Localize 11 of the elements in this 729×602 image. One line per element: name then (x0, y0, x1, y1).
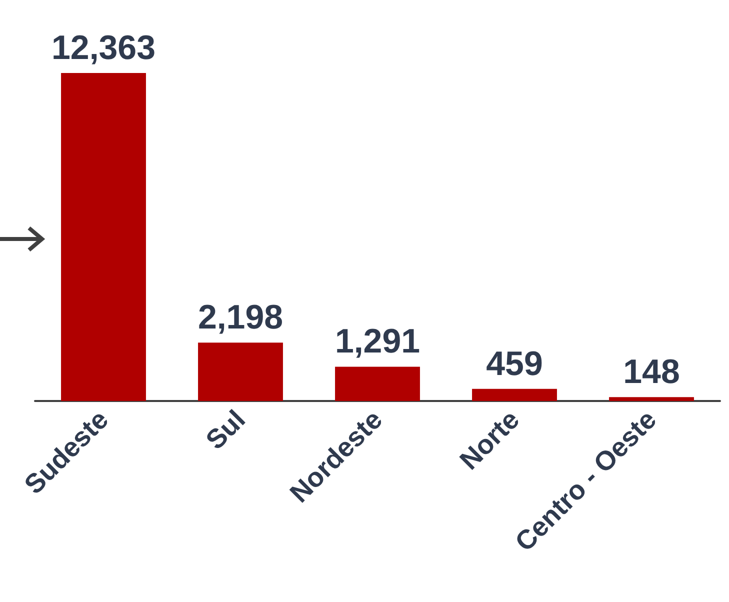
data-label: 459 (486, 344, 543, 383)
data-label: 2,198 (198, 298, 284, 337)
bar (472, 388, 557, 401)
x-tick-label: Sul (200, 404, 252, 456)
bar (61, 73, 146, 401)
bar (198, 342, 283, 401)
data-label: 1,291 (334, 322, 420, 361)
bar (335, 366, 420, 401)
bar (609, 397, 694, 401)
data-label: 148 (623, 353, 680, 392)
data-label: 12,363 (52, 29, 156, 67)
